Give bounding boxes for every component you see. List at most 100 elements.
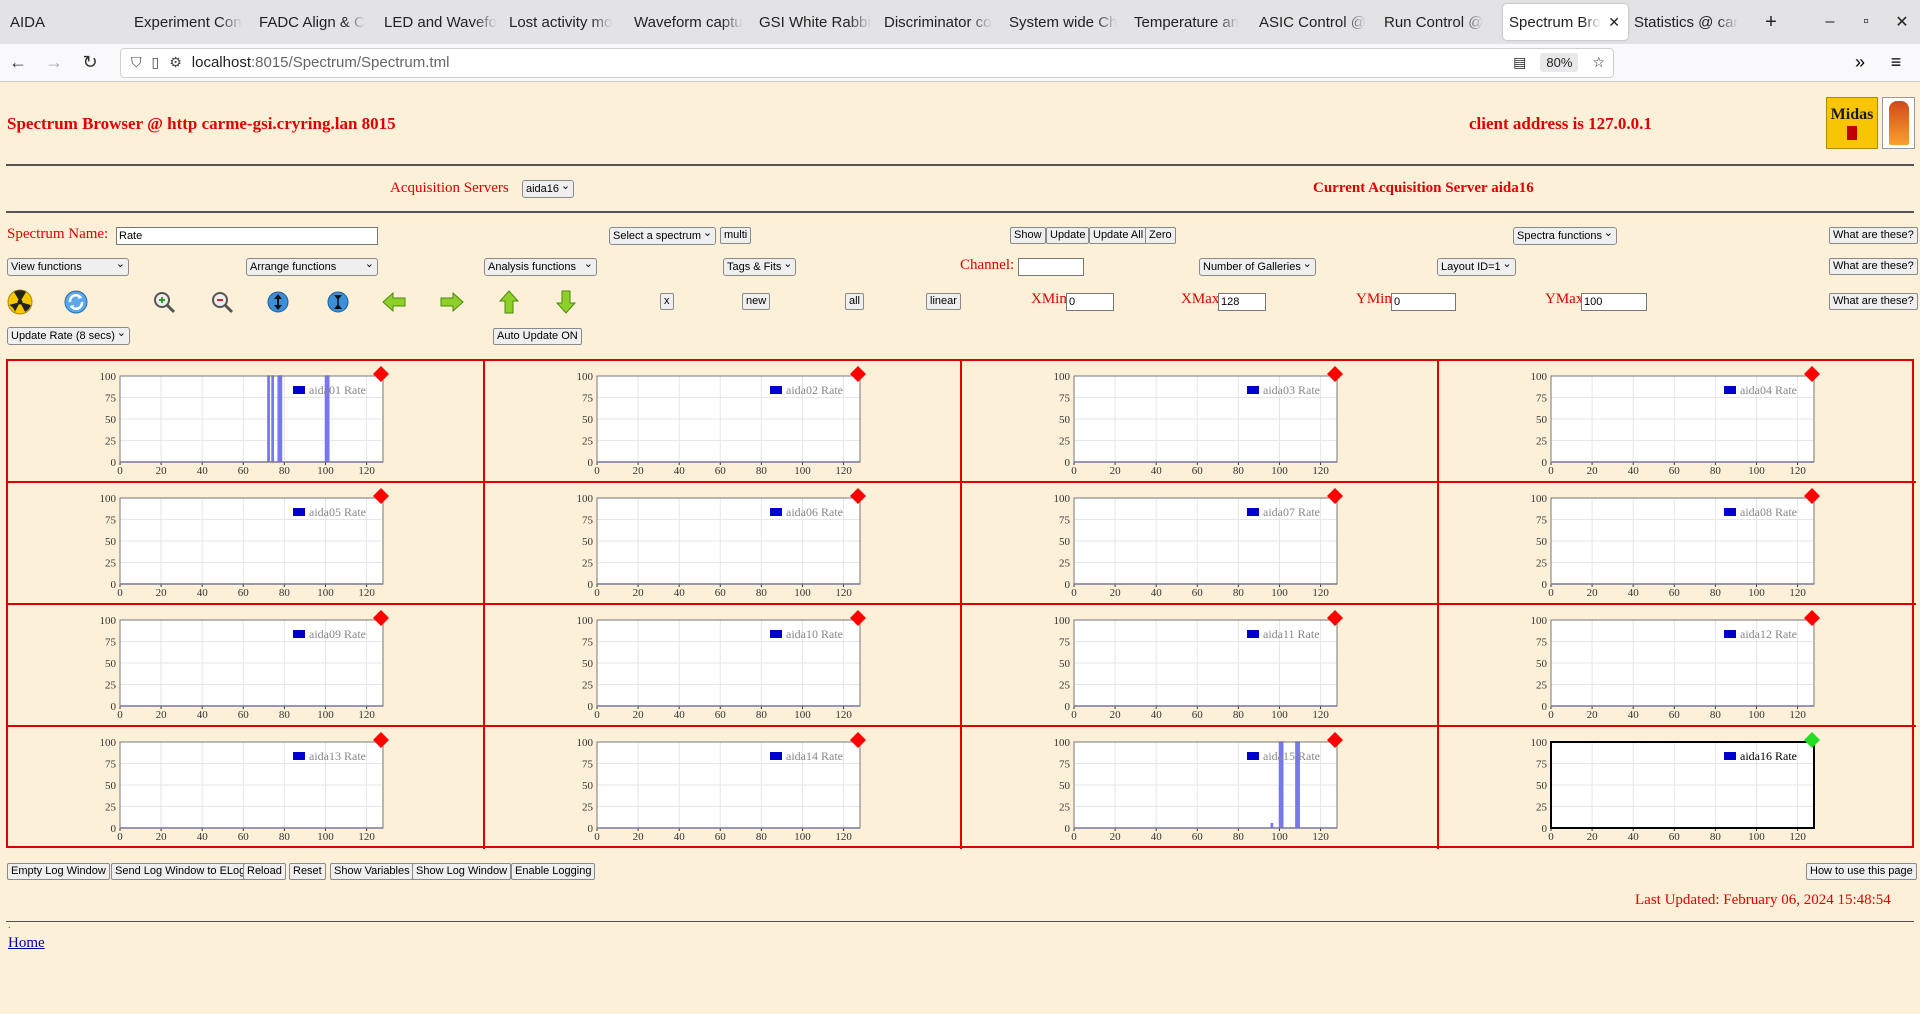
spectrum-panel[interactable]: 0 20 40 60 80 100 120 0 25 50 75 100 aida05 Rate xyxy=(8,483,485,605)
spectrum-panel[interactable]: 0 20 40 60 80 100 120 0 25 50 75 100 aida04 Rate xyxy=(1439,361,1916,483)
spectra-functions-dropdown[interactable]: Spectra functions xyxy=(1513,225,1617,245)
expand-y-icon[interactable] xyxy=(264,288,292,316)
status-diamond-icon[interactable] xyxy=(850,488,866,504)
how-to-use-button[interactable]: How to use this page xyxy=(1806,863,1917,880)
spectrum-panel[interactable]: 0 20 40 60 80 100 120 0 25 50 75 100 aida08 Rate xyxy=(1439,483,1916,605)
arrow-down-icon[interactable] xyxy=(552,288,580,316)
footer-button[interactable]: Show Variables xyxy=(330,863,414,880)
menu-icon[interactable]: ≡ xyxy=(1890,52,1902,72)
overflow-chevron-icon[interactable]: » xyxy=(1854,52,1865,72)
spectrum-chart[interactable]: 0 20 40 60 80 100 120 0 25 50 75 100 aida11 Rate xyxy=(962,605,1437,725)
browser-tab[interactable]: ASIC Control @ xyxy=(1253,4,1378,40)
status-diamond-icon[interactable] xyxy=(1327,488,1343,504)
update-all-button[interactable]: Update All xyxy=(1089,227,1148,244)
spectrum-chart[interactable]: 0 20 40 60 80 100 120 0 25 50 75 100 aida12 Rate xyxy=(1439,605,1914,725)
spectrum-panel[interactable]: 0 20 40 60 80 100 120 0 25 50 75 100 aida15 Rate xyxy=(962,727,1439,849)
footer-button[interactable]: Reset xyxy=(289,863,326,880)
status-diamond-icon[interactable] xyxy=(373,732,389,748)
spectrum-chart[interactable]: 0 20 40 60 80 100 120 0 25 50 75 100 aida06 Rate xyxy=(485,483,960,603)
view-functions-dropdown[interactable]: View functions xyxy=(7,256,129,276)
browser-tab[interactable]: Experiment Con xyxy=(128,4,253,40)
spectrum-chart[interactable]: 0 20 40 60 80 100 120 0 25 50 75 100 aida13 Rate xyxy=(8,727,483,847)
spectrum-chart[interactable]: 0 20 40 60 80 100 120 0 25 50 75 100 aida04 Rate xyxy=(1439,361,1914,481)
radiation-icon[interactable] xyxy=(6,288,34,316)
ymax-input[interactable]: 100 xyxy=(1581,293,1647,311)
update-button[interactable]: Update xyxy=(1046,227,1090,244)
spectrum-panel[interactable]: 0 20 40 60 80 100 120 0 25 50 75 100 aida13 Rate xyxy=(8,727,485,849)
spectrum-panel[interactable]: 0 20 40 60 80 100 120 0 25 50 75 100 aida16 Rate xyxy=(1439,727,1916,849)
zoom-in-icon[interactable] xyxy=(150,288,178,316)
spectrum-panel[interactable]: 0 20 40 60 80 100 120 0 25 50 75 100 aida02 Rate xyxy=(485,361,962,483)
status-diamond-icon[interactable] xyxy=(373,366,389,382)
footer-button[interactable]: Reload xyxy=(243,863,286,880)
spectrum-panel[interactable]: 0 20 40 60 80 100 120 0 25 50 75 100 aida10 Rate xyxy=(485,605,962,727)
zero-button[interactable]: Zero xyxy=(1145,227,1176,244)
spectrum-chart[interactable]: 0 20 40 60 80 100 120 0 25 50 75 100 aida03 Rate xyxy=(962,361,1437,481)
back-icon[interactable]: ← xyxy=(9,52,27,72)
spectrum-chart[interactable]: 0 20 40 60 80 100 120 0 25 50 75 100 aida02 Rate xyxy=(485,361,960,481)
arrange-functions-dropdown[interactable]: Arrange functions xyxy=(246,256,378,276)
footer-button[interactable]: Send Log Window to ELog xyxy=(111,863,250,880)
update-rate-dropdown[interactable]: Update Rate (8 secs) xyxy=(7,325,130,345)
zoom-level[interactable]: 80% xyxy=(1540,53,1579,72)
spectrum-panel[interactable]: 0 20 40 60 80 100 120 0 25 50 75 100 aida11 Rate xyxy=(962,605,1439,727)
browser-tab[interactable]: FADC Align & C xyxy=(253,4,378,40)
what-are-these-button-1[interactable]: What are these? xyxy=(1829,227,1918,244)
all-button[interactable]: all xyxy=(845,293,865,310)
auto-update-button[interactable]: Auto Update ON xyxy=(493,328,582,345)
status-diamond-icon[interactable] xyxy=(850,366,866,382)
close-tab-icon[interactable]: ✕ xyxy=(1608,13,1620,30)
footer-button[interactable]: Show Log Window xyxy=(412,863,512,880)
status-diamond-icon[interactable] xyxy=(1804,732,1820,748)
number-of-galleries-dropdown[interactable]: Number of Galleries xyxy=(1199,256,1316,276)
shield-icon[interactable]: ⛉ xyxy=(131,54,142,70)
contract-y-icon[interactable] xyxy=(324,288,352,316)
spectrum-name-input[interactable]: Rate xyxy=(116,227,378,245)
spectrum-chart[interactable]: 0 20 40 60 80 100 120 0 25 50 75 100 aida09 Rate xyxy=(8,605,483,725)
refresh-icon[interactable] xyxy=(62,288,90,316)
spectrum-chart[interactable]: 0 20 40 60 80 100 120 0 25 50 75 100 aida14 Rate xyxy=(485,727,960,847)
arrow-right-icon[interactable] xyxy=(438,288,466,316)
spectrum-chart[interactable]: 0 20 40 60 80 100 120 0 25 50 75 100 aida16 Rate xyxy=(1439,727,1914,847)
permissions-icon[interactable]: ⚙ xyxy=(169,54,182,70)
status-diamond-icon[interactable] xyxy=(1327,732,1343,748)
ymin-input[interactable]: 0 xyxy=(1391,293,1456,311)
browser-tab[interactable]: Spectrum Bro ✕ xyxy=(1503,4,1628,40)
status-diamond-icon[interactable] xyxy=(850,610,866,626)
browser-tab[interactable]: Discriminator co xyxy=(878,4,1003,40)
forward-icon[interactable]: → xyxy=(45,52,63,72)
browser-tab[interactable]: Run Control @ xyxy=(1378,4,1503,40)
acq-server-select[interactable]: aida16 xyxy=(522,178,575,198)
close-window-icon[interactable]: ✕ xyxy=(1895,14,1909,31)
browser-tab[interactable]: GSI White Rabbi xyxy=(753,4,878,40)
what-are-these-button-3[interactable]: What are these? xyxy=(1829,293,1918,310)
browser-tab[interactable]: Temperature an xyxy=(1128,4,1253,40)
reload-icon[interactable]: ↻ xyxy=(82,52,98,72)
spectrum-panel[interactable]: 0 20 40 60 80 100 120 0 25 50 75 100 aida06 Rate xyxy=(485,483,962,605)
new-tab-icon[interactable]: + xyxy=(1765,10,1777,33)
spectrum-chart[interactable]: 0 20 40 60 80 100 120 0 25 50 75 100 aida01 Rate xyxy=(8,361,483,481)
status-diamond-icon[interactable] xyxy=(1804,488,1820,504)
tags-fits-dropdown[interactable]: Tags & Fits xyxy=(723,256,797,276)
footer-button[interactable]: Enable Logging xyxy=(511,863,596,880)
spectrum-chart[interactable]: 0 20 40 60 80 100 120 0 25 50 75 100 aida05 Rate xyxy=(8,483,483,603)
url-bar[interactable]: ⛉ ▯ ⚙ localhost :8015/Spectrum/Spectrum.… xyxy=(120,47,1614,78)
spectrum-panel[interactable]: 0 20 40 60 80 100 120 0 25 50 75 100 aida07 Rate xyxy=(962,483,1439,605)
browser-tab[interactable]: Waveform captu xyxy=(628,4,753,40)
x-button[interactable]: x xyxy=(660,293,674,310)
linear-button[interactable]: linear xyxy=(926,293,961,310)
status-diamond-icon[interactable] xyxy=(1804,610,1820,626)
maximize-icon[interactable]: ▫ xyxy=(1863,13,1869,30)
footer-button[interactable]: Empty Log Window xyxy=(7,863,110,880)
reader-view-icon[interactable]: ▤ xyxy=(1513,54,1527,70)
status-diamond-icon[interactable] xyxy=(1327,610,1343,626)
spectrum-chart[interactable]: 0 20 40 60 80 100 120 0 25 50 75 100 aida07 Rate xyxy=(962,483,1437,603)
home-link[interactable]: Home xyxy=(8,935,45,951)
multi-button[interactable]: multi xyxy=(720,227,752,244)
spectrum-panel[interactable]: 0 20 40 60 80 100 120 0 25 50 75 100 aida03 Rate xyxy=(962,361,1439,483)
arrow-left-icon[interactable] xyxy=(380,288,408,316)
spectrum-panel[interactable]: 0 20 40 60 80 100 120 0 25 50 75 100 aida14 Rate xyxy=(485,727,962,849)
spectrum-chart[interactable]: 0 20 40 60 80 100 120 0 25 50 75 100 aida15 Rate xyxy=(962,727,1437,847)
select-spectrum-dropdown[interactable]: Select a spectrum xyxy=(609,225,717,245)
show-button[interactable]: Show xyxy=(1010,227,1046,244)
